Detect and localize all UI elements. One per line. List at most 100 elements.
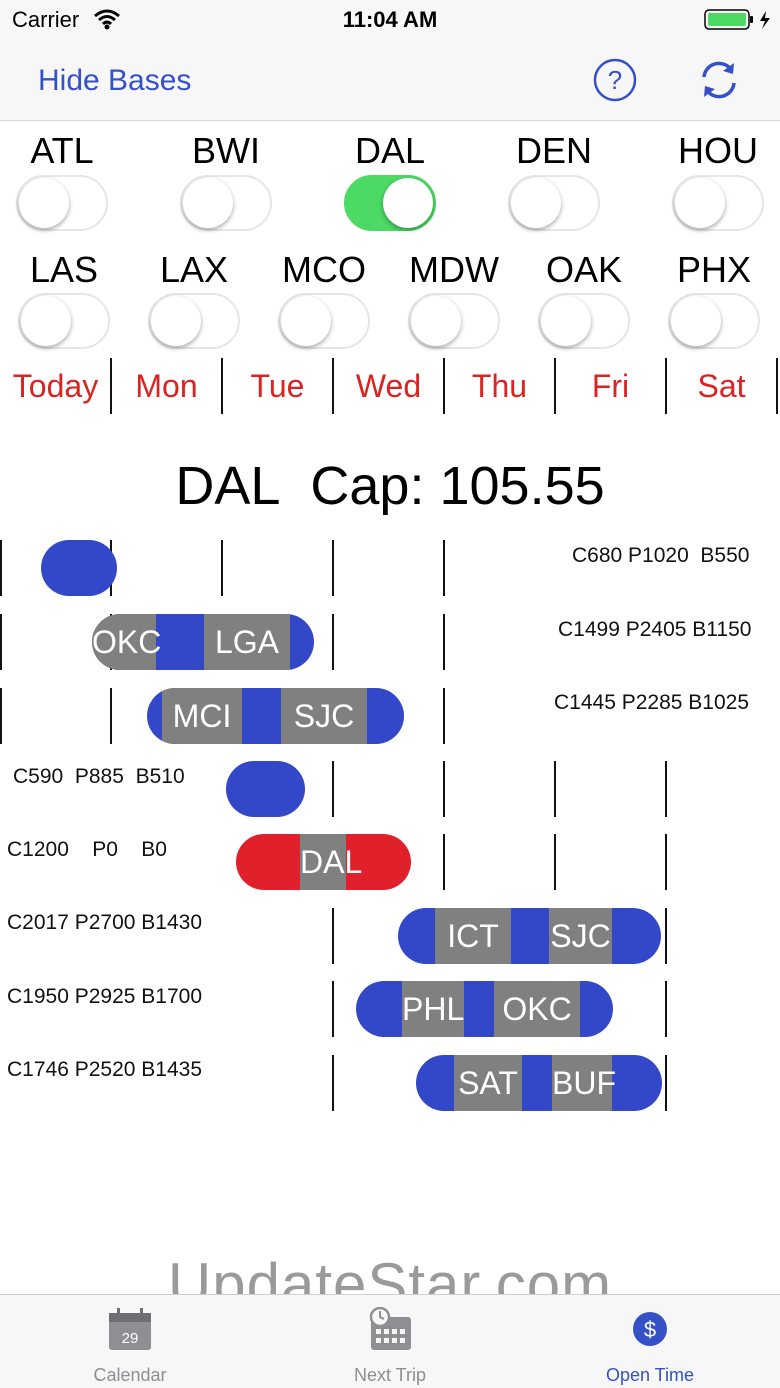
base-switch[interactable] [18, 293, 110, 349]
day-gridline [443, 688, 445, 744]
day-gridline [443, 614, 445, 670]
trip-segment: OKC [494, 981, 580, 1037]
switch-knob [281, 296, 331, 346]
trip-bar[interactable]: ICT SJC [398, 908, 661, 964]
day-gridline [332, 908, 334, 964]
day-label-today[interactable]: Today [12, 368, 99, 404]
trip-segment: MCI [162, 688, 242, 744]
carrier-label: Carrier [12, 7, 80, 32]
day-label-sat[interactable]: Sat [697, 368, 746, 404]
base-switch[interactable] [668, 293, 760, 349]
switch-knob [21, 296, 71, 346]
tab-next-trip[interactable]: Next Trip [260, 1295, 520, 1388]
tab-label: Calendar [93, 1365, 167, 1385]
trip-stats: C680 P1020 B550 [572, 544, 750, 567]
trip-stats: C2017 P2700 B1430 [7, 911, 202, 934]
base-switch[interactable] [16, 175, 108, 231]
day-gridline [0, 540, 2, 596]
base-label: DEN [515, 130, 592, 171]
switch-knob [511, 178, 561, 228]
base-switch[interactable] [408, 293, 500, 349]
trip-segment: PHL [402, 981, 464, 1037]
base-label: BWI [192, 130, 260, 171]
switch-knob [151, 296, 201, 346]
day-gridline [332, 614, 334, 670]
trip-bar[interactable]: MCI SJC [147, 688, 404, 744]
day-label-wed[interactable]: Wed [355, 368, 422, 404]
calendar-icon: 29 [109, 1308, 151, 1350]
day-divider [665, 358, 667, 414]
day-label-thu[interactable]: Thu [471, 368, 528, 404]
day-gridline [665, 981, 667, 1037]
tab-open-time[interactable]: $ Open Time [520, 1295, 780, 1388]
day-gridline [221, 540, 223, 596]
base-switch[interactable] [538, 293, 630, 349]
trip-segment: LGA [204, 614, 290, 670]
switch-knob [541, 296, 591, 346]
day-gridline [332, 540, 334, 596]
day-label-mon[interactable]: Mon [135, 368, 198, 404]
trip-bar[interactable]: PHL OKC [356, 981, 613, 1037]
trip-segment: SAT [454, 1055, 522, 1111]
base-toggle-lax: LAX [129, 250, 259, 290]
day-label-fri[interactable]: Fri [591, 368, 630, 404]
cap-base: DAL [175, 456, 281, 516]
trip-bar[interactable]: SAT BUF [416, 1055, 662, 1111]
trip-segment: SJC [549, 908, 612, 964]
base-toggle-phx: PHX [649, 250, 779, 290]
cap-label: Cap: [310, 456, 425, 516]
trip-bar[interactable]: DAL [236, 834, 411, 890]
next-trip-calendar-icon [369, 1307, 411, 1350]
wifi-icon [94, 9, 120, 30]
switch-knob [383, 178, 433, 228]
trip-stats: C1499 P2405 B1150 [558, 618, 752, 641]
day-gridline [332, 1055, 334, 1111]
tab-label: Next Trip [353, 1365, 427, 1385]
base-switch[interactable] [344, 175, 436, 231]
question-circle-icon[interactable]: ? [592, 57, 638, 103]
switch-knob [675, 178, 725, 228]
trip-bar[interactable] [226, 761, 305, 817]
base-switch[interactable] [180, 175, 272, 231]
base-label: MCO [282, 249, 366, 290]
switch-knob [411, 296, 461, 346]
day-divider [443, 358, 445, 414]
day-label-tue[interactable]: Tue [250, 368, 305, 404]
day-divider [332, 358, 334, 414]
trip-stats: C1445 P2285 B1025 [554, 691, 749, 714]
status-bar: Carrier 11:04 AM [0, 0, 780, 40]
tab-calendar[interactable]: 29 Calendar [0, 1295, 260, 1388]
day-gridline [110, 688, 112, 744]
day-gridline [332, 761, 334, 817]
base-toggle-hou: HOU [653, 131, 780, 171]
trip-bar[interactable]: OKC LGA [92, 614, 314, 670]
day-gridline [554, 761, 556, 817]
base-switch[interactable] [148, 293, 240, 349]
day-gridline [665, 1055, 667, 1111]
day-gridline [0, 614, 2, 670]
trip-segment: OKC [92, 614, 161, 670]
day-gridline [665, 761, 667, 817]
hide-bases-button[interactable]: Hide Bases [38, 64, 192, 97]
base-toggle-bwi: BWI [161, 131, 291, 171]
trip-bar[interactable] [41, 540, 117, 596]
base-toggle-las: LAS [0, 250, 129, 290]
base-switch[interactable] [278, 293, 370, 349]
day-gridline [443, 540, 445, 596]
svg-text:$: $ [644, 1317, 656, 1342]
day-gridline [443, 761, 445, 817]
tab-label: Open Time [605, 1365, 695, 1385]
day-divider [554, 358, 556, 414]
base-toggle-atl: ATL [0, 131, 127, 171]
refresh-icon[interactable] [696, 57, 742, 103]
tab-bar: 29 Calendar Next Trip $ Open Time [0, 1294, 780, 1388]
base-switch[interactable] [508, 175, 600, 231]
day-gridline [665, 908, 667, 964]
base-switch[interactable] [672, 175, 764, 231]
battery-icon [704, 9, 770, 30]
base-toggle-mdw: MDW [389, 250, 519, 290]
base-label: DAL [354, 130, 426, 171]
trip-stats: C1746 P2520 B1435 [7, 1058, 202, 1081]
trip-stats: C1200 P0 B0 [7, 838, 167, 861]
trip-segment: DAL [300, 834, 362, 890]
